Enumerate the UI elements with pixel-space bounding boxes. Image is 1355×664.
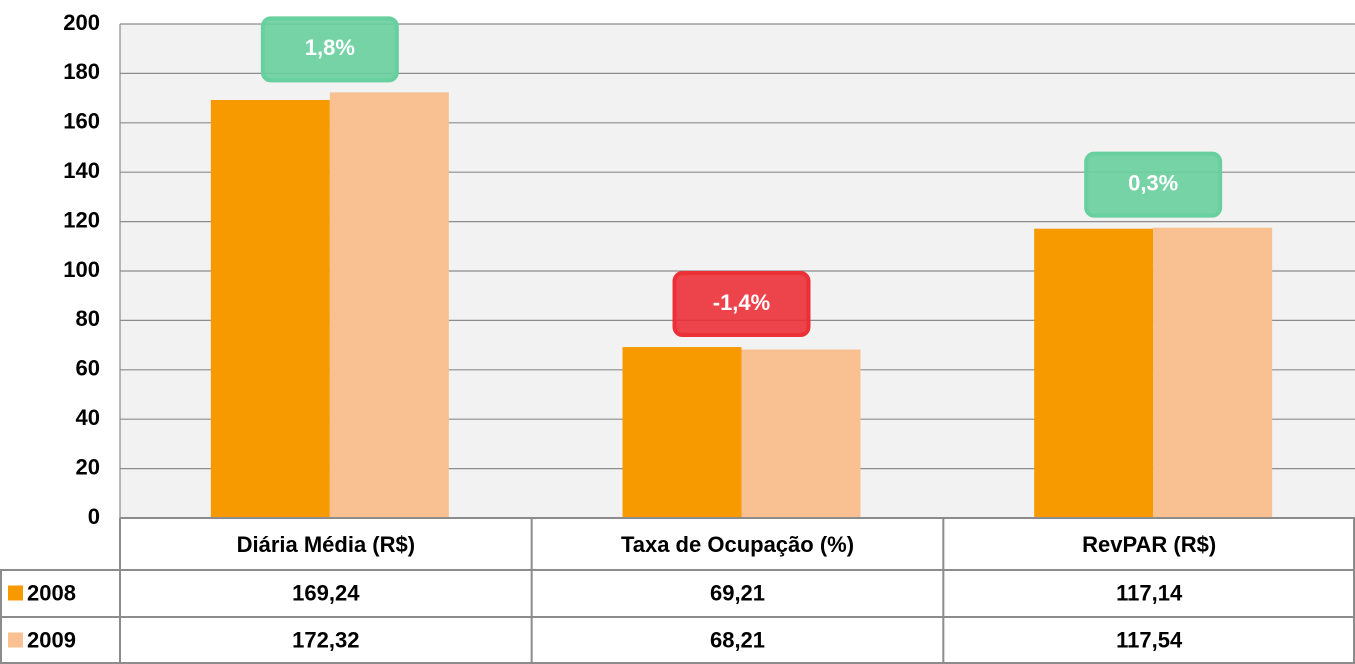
- y-tick-label: 180: [63, 59, 100, 84]
- legend-label: 2008: [27, 580, 76, 605]
- legend-swatch: [8, 585, 23, 601]
- annotation-box: [1084, 151, 1223, 218]
- annotation-label: -1,4%: [713, 290, 770, 315]
- x-tick-label: RevPAR (R$): [1082, 532, 1216, 557]
- table-value: 117,14: [1116, 580, 1183, 605]
- annotation-label: 0,3%: [1128, 170, 1178, 195]
- table-value: 172,32: [292, 627, 359, 652]
- table-value: 69,21: [710, 580, 765, 605]
- table-value: 68,21: [710, 627, 765, 652]
- bar: [622, 347, 742, 518]
- y-tick-label: 80: [76, 306, 100, 331]
- bar: [1153, 227, 1273, 518]
- bar: [1034, 228, 1154, 519]
- x-tick-label: Diária Média (R$): [237, 532, 416, 557]
- y-tick-label: 160: [63, 109, 100, 134]
- bar: [329, 92, 449, 518]
- y-tick-label: 200: [63, 10, 100, 35]
- y-tick-label: 60: [76, 356, 100, 381]
- legend-label: 2009: [27, 627, 76, 652]
- x-tick-label: Taxa de Ocupação (%): [621, 532, 854, 557]
- bar: [210, 99, 330, 518]
- table-value: 117,54: [1116, 627, 1183, 652]
- table-value: 169,24: [292, 580, 360, 605]
- y-tick-label: 40: [76, 405, 100, 430]
- y-tick-label: 120: [63, 207, 100, 232]
- annotation-label: 1,8%: [305, 35, 355, 60]
- y-tick-label: 140: [63, 158, 100, 183]
- y-tick-label: 20: [76, 454, 100, 479]
- annotation-box: [672, 271, 811, 338]
- annotation-box: [260, 16, 399, 83]
- bar: [741, 349, 861, 518]
- legend-swatch: [8, 632, 23, 648]
- y-tick-label: 100: [63, 257, 100, 282]
- y-tick-label: 0: [88, 504, 100, 529]
